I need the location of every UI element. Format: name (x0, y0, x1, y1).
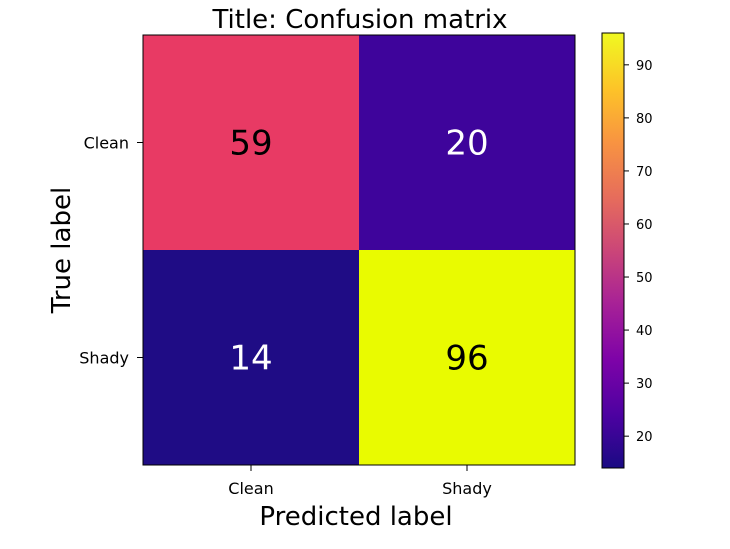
heatmap-cell (143, 35, 359, 250)
colorbar-tick-label: 90 (636, 59, 653, 74)
y-tick-label: Clean (84, 134, 129, 153)
heatmap-cells: 59 20 14 96 (143, 35, 575, 465)
cell-value-label: 59 (229, 124, 272, 164)
colorbar-tick-label: 80 (636, 112, 653, 127)
colorbar-tick-label: 20 (636, 430, 653, 445)
heatmap-cell (359, 250, 575, 465)
colorbar (601, 32, 625, 469)
plot-frame (142, 34, 576, 466)
colorbar-tick-label: 40 (636, 324, 653, 339)
y-axis-label: True label (47, 187, 77, 314)
cell-value-label: 14 (229, 339, 272, 379)
cell-value-label: 96 (445, 339, 488, 379)
colorbar-tick-label: 30 (636, 377, 653, 392)
x-tick-label: Clean (228, 479, 273, 498)
colorbar-ticks: 20 30 40 50 60 70 80 90 (624, 59, 653, 445)
y-axis-ticks: Clean Shady (79, 134, 143, 368)
colorbar-tick-label: 60 (636, 218, 653, 233)
y-tick-label: Shady (79, 349, 129, 368)
x-tick-label: Shady (442, 479, 492, 498)
colorbar-tick-label: 50 (636, 271, 653, 286)
heatmap-cell (143, 250, 359, 465)
chart-title: Title: Confusion matrix (211, 5, 507, 35)
heatmap-cell (359, 35, 575, 250)
x-axis-ticks: Clean Shady (228, 465, 492, 498)
cell-value-label: 20 (445, 124, 488, 164)
colorbar-tick-label: 70 (636, 165, 653, 180)
x-axis-label: Predicted label (259, 502, 452, 532)
